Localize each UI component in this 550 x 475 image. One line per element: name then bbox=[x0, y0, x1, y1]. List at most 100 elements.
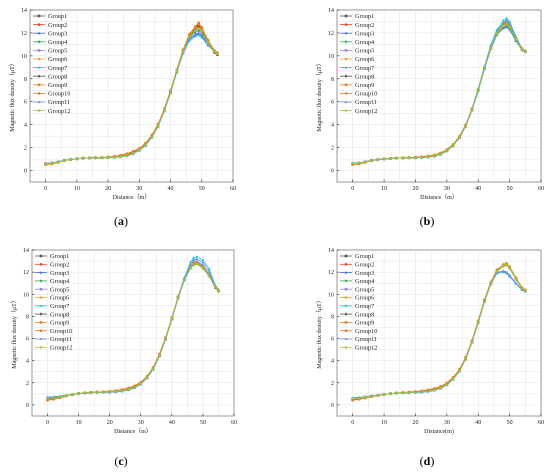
legend-swatch-marker bbox=[344, 57, 348, 61]
legend-label: Group5 bbox=[355, 48, 374, 55]
data-point bbox=[187, 33, 191, 36]
legend-swatch-marker bbox=[37, 49, 41, 52]
data-point bbox=[189, 262, 192, 266]
x-tick-label: 20 bbox=[412, 420, 418, 426]
legend-label: Group6 bbox=[355, 56, 374, 63]
legend-swatch-marker bbox=[344, 83, 348, 87]
data-point bbox=[139, 381, 143, 386]
data-point bbox=[131, 150, 135, 153]
legend-swatch-marker bbox=[344, 31, 348, 35]
legend-swatch-marker bbox=[39, 345, 43, 349]
data-point bbox=[376, 393, 380, 397]
legend-swatch-marker bbox=[344, 321, 348, 324]
y-axis-label: Magnetic flux density（μT） bbox=[316, 60, 323, 132]
data-point bbox=[201, 258, 205, 261]
x-tick-label: 50 bbox=[199, 186, 205, 192]
data-point bbox=[432, 154, 436, 158]
legend-label: Group3 bbox=[50, 270, 69, 277]
legend-swatch-marker bbox=[37, 14, 41, 18]
grid bbox=[31, 249, 235, 417]
legend-label: Group4 bbox=[50, 278, 70, 285]
data-point bbox=[508, 25, 511, 29]
legend-swatch-marker bbox=[39, 263, 43, 266]
data-point bbox=[483, 299, 486, 303]
data-point bbox=[207, 267, 211, 270]
data-point bbox=[382, 157, 386, 161]
data-point bbox=[445, 148, 449, 153]
data-point bbox=[395, 156, 398, 160]
data-point bbox=[138, 148, 141, 152]
legend-label: Group12 bbox=[48, 108, 70, 115]
legend-swatch-marker bbox=[344, 312, 348, 316]
legend-label: Group12 bbox=[355, 345, 377, 352]
x-tick-label: 10 bbox=[381, 186, 387, 192]
data-point bbox=[175, 69, 179, 74]
data-point bbox=[458, 369, 461, 373]
y-tick-label: 0 bbox=[331, 403, 334, 409]
grid bbox=[336, 9, 542, 183]
x-tick-label: 30 bbox=[444, 186, 450, 192]
legend-swatch-marker bbox=[37, 31, 41, 35]
y-tick-label: 6 bbox=[24, 100, 27, 106]
data-point bbox=[351, 397, 354, 401]
x-tick-label: 10 bbox=[74, 186, 80, 192]
data-point bbox=[194, 25, 197, 28]
legend-label: Group6 bbox=[355, 295, 374, 302]
data-point bbox=[407, 390, 411, 395]
data-point bbox=[439, 386, 442, 390]
data-point bbox=[200, 34, 204, 38]
data-point bbox=[197, 21, 200, 25]
data-point bbox=[164, 336, 167, 341]
y-tick-label: 2 bbox=[331, 381, 334, 387]
y-tick-label: 0 bbox=[24, 169, 27, 175]
x-tick-label: 30 bbox=[444, 420, 450, 426]
legend-label: Group8 bbox=[48, 73, 67, 80]
legend-swatch-marker bbox=[37, 23, 41, 26]
y-tick-label: 6 bbox=[26, 337, 29, 343]
legend-label: Group7 bbox=[48, 65, 67, 72]
data-point bbox=[502, 264, 505, 268]
data-point bbox=[363, 395, 367, 399]
data-point bbox=[114, 389, 118, 394]
data-point bbox=[192, 262, 195, 267]
y-tick-label: 4 bbox=[331, 359, 334, 365]
x-tick-label: 10 bbox=[381, 420, 387, 426]
data-point bbox=[194, 33, 197, 37]
data-point bbox=[217, 288, 220, 293]
data-point bbox=[187, 34, 191, 39]
data-point bbox=[94, 156, 97, 160]
y-tick-label: 12 bbox=[21, 31, 27, 37]
y-axis-label: Magnetic flux density（μT） bbox=[9, 60, 16, 132]
data-point bbox=[501, 21, 505, 24]
legend-label: Group5 bbox=[355, 286, 374, 293]
x-tick-label: 40 bbox=[475, 420, 481, 426]
data-point bbox=[483, 66, 486, 71]
legend-swatch-marker bbox=[344, 296, 348, 299]
panel-caption: (a) bbox=[114, 214, 128, 228]
data-point bbox=[195, 261, 199, 266]
panel-caption: (b) bbox=[420, 214, 435, 228]
data-point bbox=[524, 49, 527, 54]
y-tick-label: 8 bbox=[331, 314, 334, 320]
data-point bbox=[501, 270, 505, 273]
legend-swatch-marker bbox=[37, 92, 41, 95]
data-point bbox=[451, 377, 455, 381]
legend-swatch-marker bbox=[344, 23, 348, 26]
legend-label: Group8 bbox=[50, 311, 69, 318]
legend-swatch-marker bbox=[344, 271, 348, 274]
legend-label: Group2 bbox=[355, 262, 374, 269]
data-point bbox=[395, 391, 398, 395]
data-point bbox=[189, 266, 192, 270]
data-point bbox=[514, 277, 518, 281]
legend-label: Group7 bbox=[355, 65, 374, 72]
legend-swatch-marker bbox=[39, 279, 43, 283]
chart-panel-3: 0 10 20 30 40 50 60 0 2 4 6 8 10 12 14 Distance（m） Magne… bbox=[11, 248, 237, 468]
y-tick-label: 4 bbox=[24, 123, 27, 129]
data-point bbox=[194, 28, 197, 32]
legend-swatch-marker bbox=[39, 304, 43, 307]
chart-panel-1: 0 10 20 30 40 50 60 0 2 4 6 8 10 12 14 Distance（m） Magne… bbox=[9, 8, 236, 228]
legend-label: Group6 bbox=[50, 295, 69, 302]
legend: Group1Group2Group3Group4Group5Group6Grou… bbox=[340, 253, 377, 352]
data-point bbox=[200, 26, 204, 30]
y-tick-label: 14 bbox=[328, 8, 334, 14]
